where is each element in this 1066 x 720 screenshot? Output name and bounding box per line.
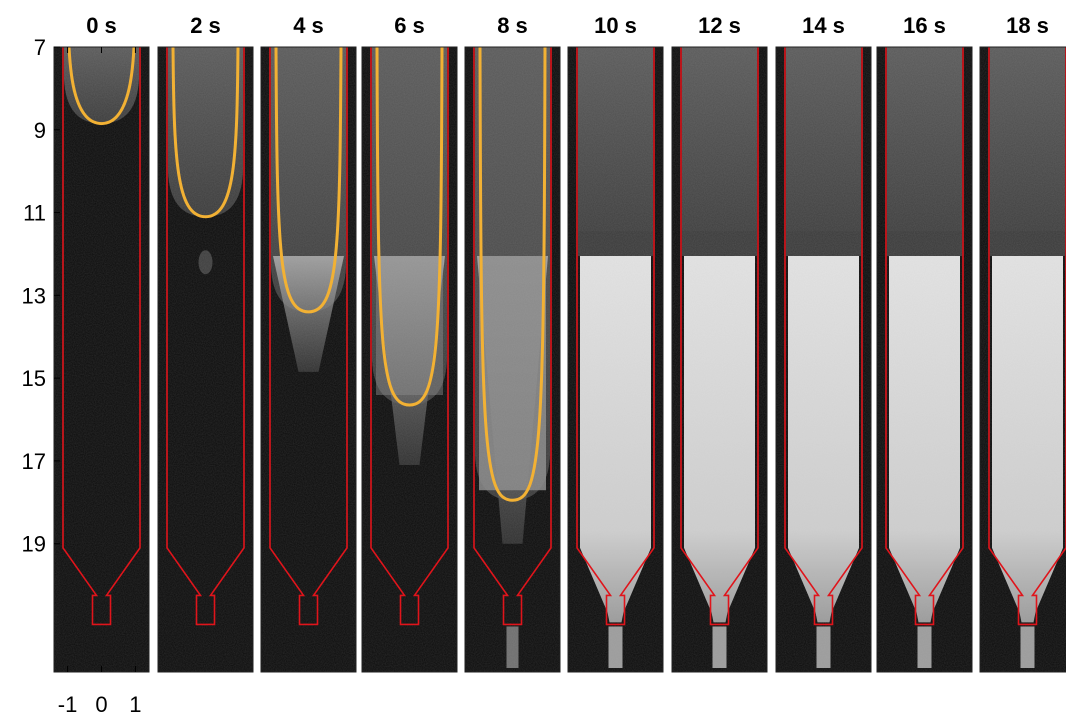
vessel-outline: [166, 47, 245, 626]
vessel-outline: [988, 47, 1066, 626]
panel-frame: [876, 46, 973, 673]
panel-6: 12 s: [671, 13, 768, 673]
vessel-outline: [473, 47, 552, 626]
panel-title: 18 s: [1006, 13, 1049, 38]
image-grain: [261, 47, 356, 672]
vessel-outline: [370, 47, 449, 626]
panel-title: 0 s: [86, 13, 117, 38]
vessel-outline: [62, 47, 141, 626]
x-tick-label: -1: [58, 692, 78, 717]
vessel-outline: [269, 47, 348, 626]
y-tick-label: 11: [23, 201, 46, 226]
vessel-outline: [576, 47, 655, 626]
y-tick-label: 15: [22, 366, 46, 391]
image-grain: [54, 47, 149, 672]
panel-frame: [979, 46, 1066, 673]
panel-title: 2 s: [190, 13, 221, 38]
panel-title: 12 s: [698, 13, 741, 38]
panel-frame: [775, 46, 872, 673]
panel-grid: 0 s 2 s 4 s 6 s 8 s 10 s 12 s 14 s 16 s 18 s: [53, 13, 1066, 673]
y-tick-label: 7: [34, 35, 46, 60]
y-tick-label: 13: [22, 283, 46, 308]
front-curve: [375, 46, 444, 407]
panel-title: 4 s: [293, 13, 324, 38]
panel-9: 18 s: [979, 13, 1066, 673]
front-curve: [67, 46, 136, 126]
panel-frame: [464, 46, 561, 673]
panel-4: 8 s: [464, 13, 561, 673]
y-tick-label: 17: [22, 449, 46, 474]
panel-frame: [260, 46, 357, 673]
panel-frame: [361, 46, 458, 673]
panel-title: 14 s: [802, 13, 845, 38]
panel-7: 14 s: [775, 13, 872, 673]
image-grain: [158, 47, 253, 672]
front-curve: [274, 46, 343, 314]
panel-0: 0 s: [53, 13, 150, 673]
y-tick-label: 19: [22, 532, 46, 557]
image-grain: [776, 47, 871, 672]
front-curve: [171, 46, 240, 219]
panel-frame: [671, 46, 768, 673]
panel-3: 6 s: [361, 13, 458, 673]
panel-frame: [157, 46, 254, 673]
panel-5: 10 s: [567, 13, 664, 673]
front-curve: [478, 46, 547, 502]
panel-title: 6 s: [394, 13, 425, 38]
vessel-outline: [885, 47, 964, 626]
image-grain: [980, 47, 1066, 672]
vessel-outline: [680, 47, 759, 626]
x-tick-label: 1: [129, 692, 141, 717]
y-tick-label: 9: [34, 118, 46, 143]
panel-title: 10 s: [594, 13, 637, 38]
x-axis: -1 0 1: [58, 47, 142, 717]
image-grain: [568, 47, 663, 672]
panel-1: 2 s: [157, 13, 254, 673]
x-tick-label: 0: [95, 692, 107, 717]
panel-frame: [567, 46, 664, 673]
image-grain: [877, 47, 972, 672]
panel-title: 8 s: [497, 13, 528, 38]
panel-title: 16 s: [903, 13, 946, 38]
vessel-outline: [784, 47, 863, 626]
y-axis: 7 9 11 13 15 17 19: [22, 35, 60, 557]
panel-8: 16 s: [876, 13, 973, 673]
image-grain: [672, 47, 767, 672]
panel-2: 4 s: [260, 13, 357, 673]
